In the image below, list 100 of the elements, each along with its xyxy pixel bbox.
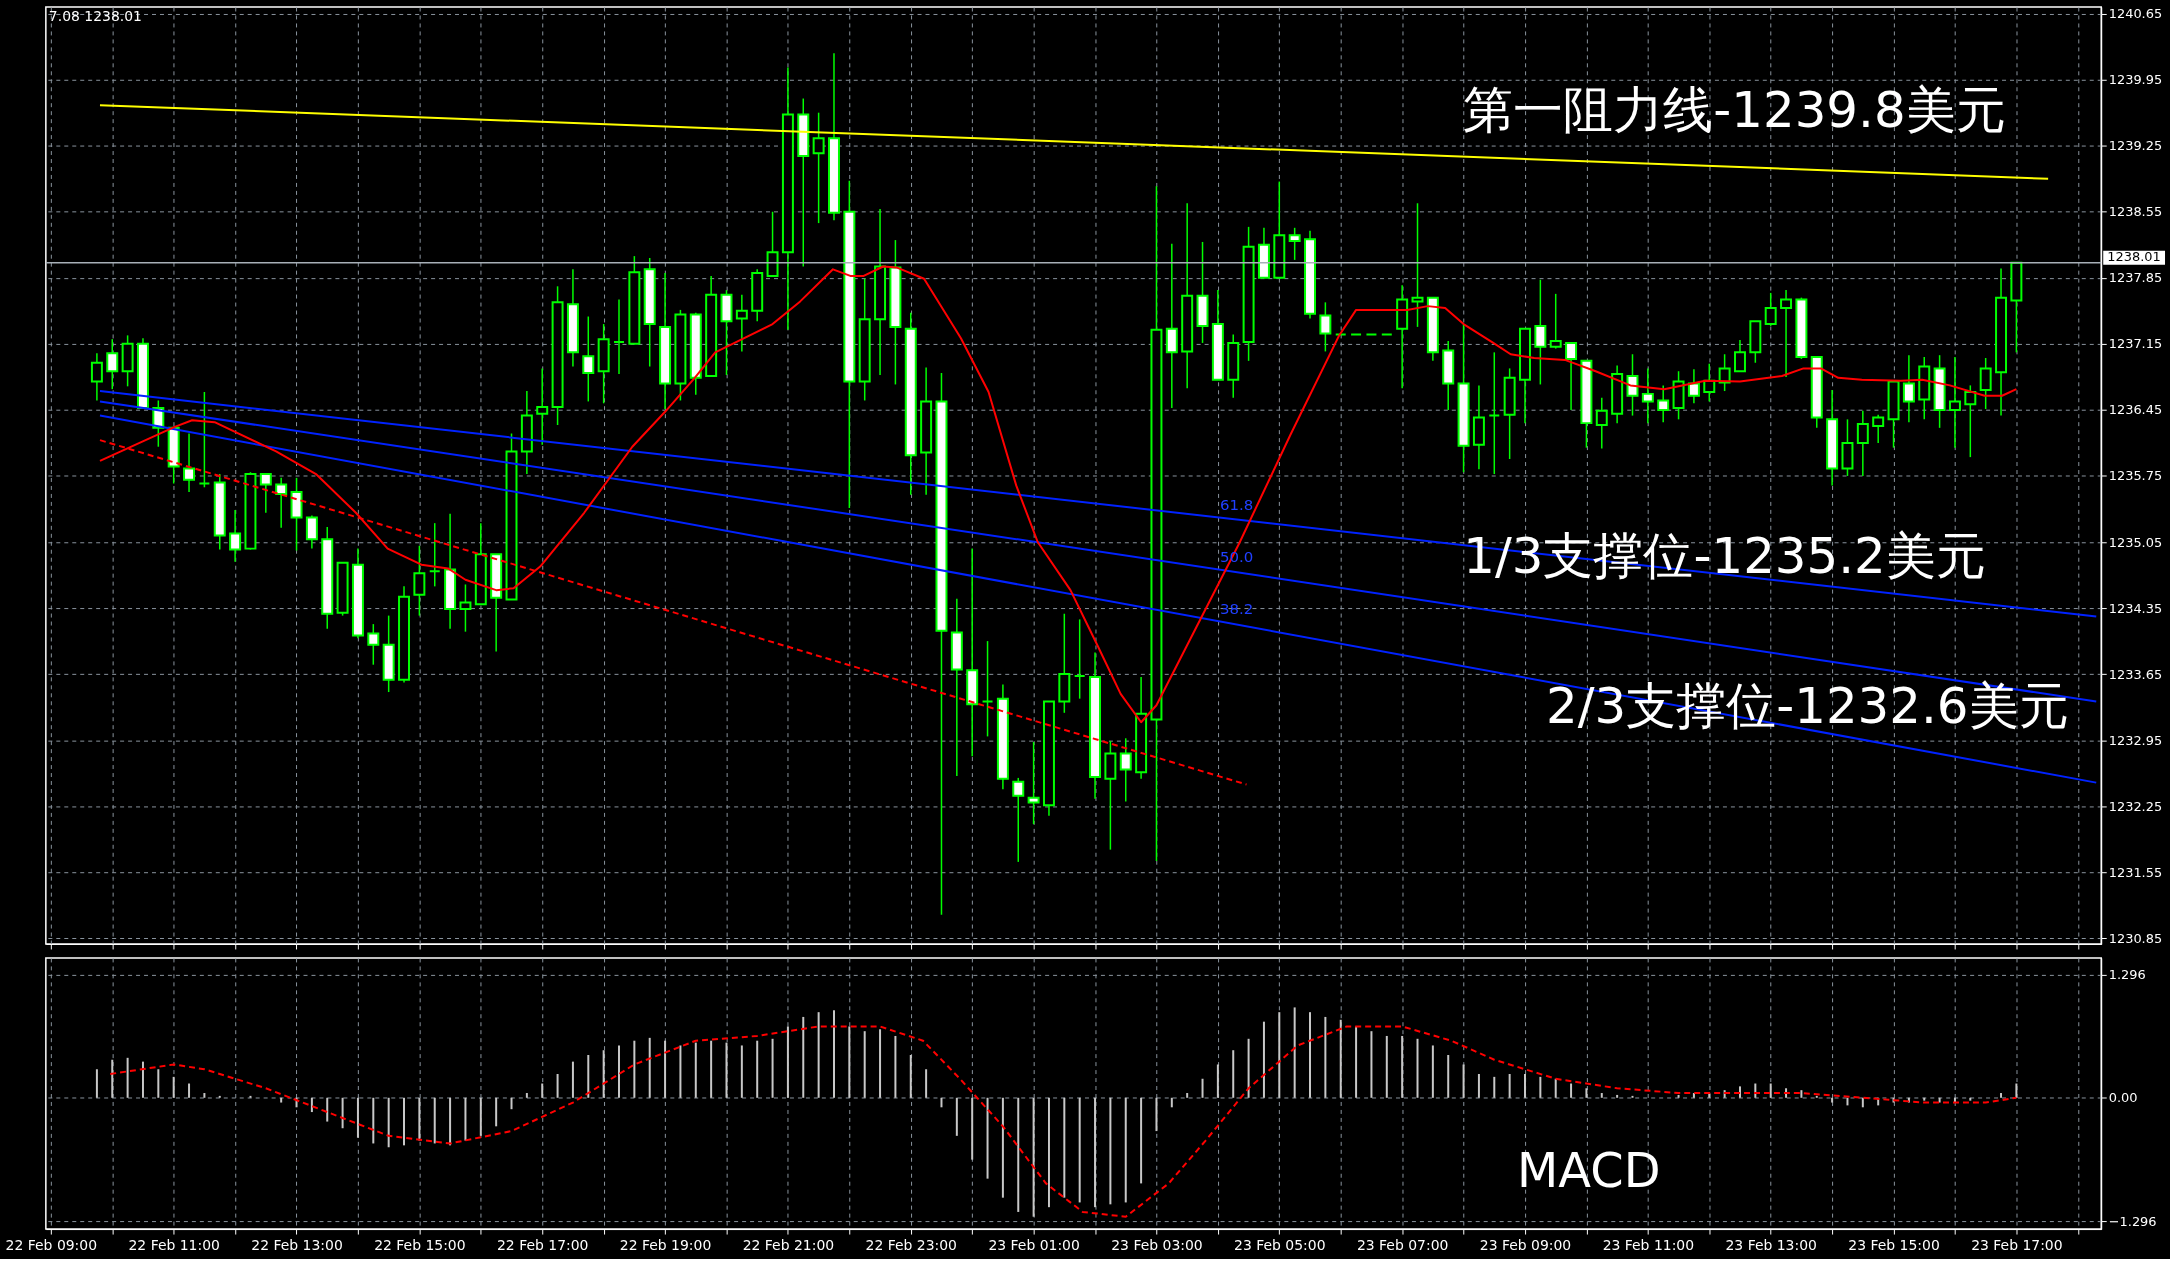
bar xyxy=(664,1040,667,1098)
candlestick xyxy=(1734,339,1746,373)
bar xyxy=(1032,1097,1035,1217)
bar xyxy=(2000,1093,2003,1098)
candlestick xyxy=(1534,278,1547,386)
bar xyxy=(111,1059,114,1098)
bar xyxy=(1416,1038,1419,1098)
bar xyxy=(587,1054,590,1098)
annotation: 第一阻力线-1239.8美元 xyxy=(1463,80,2006,139)
y-tick-label: 1240.65 xyxy=(2108,6,2163,22)
y-tick-label: 1233.65 xyxy=(2108,666,2163,682)
y-tick-label: −1.296 xyxy=(2108,1213,2157,1229)
bar xyxy=(449,1097,452,1146)
candlestick xyxy=(1948,356,1961,449)
candlestick xyxy=(536,367,549,446)
candlestick xyxy=(1119,737,1132,803)
candlestick xyxy=(1979,357,1992,410)
candlestick xyxy=(1902,354,1915,423)
candlestick xyxy=(229,509,242,563)
annotation: MACD xyxy=(1517,1143,1661,1199)
bar xyxy=(1447,1054,1450,1098)
candlestick xyxy=(1319,301,1332,353)
x-tick-label: 23 Feb 15:00 xyxy=(1848,1236,1940,1253)
candlestick xyxy=(1718,353,1731,392)
x-tick-label: 22 Feb 15:00 xyxy=(374,1236,466,1253)
candlestick xyxy=(1687,368,1700,405)
bar xyxy=(1600,1093,1603,1098)
y-tick-label: 1238.55 xyxy=(2108,204,2163,220)
candlestick xyxy=(413,545,426,617)
bar xyxy=(848,1026,851,1098)
x-tick-label: 23 Feb 13:00 xyxy=(1725,1236,1817,1253)
y-tick-label: 1234.35 xyxy=(2108,600,2163,616)
x-tick-label: 22 Feb 09:00 xyxy=(5,1236,98,1253)
x-tick-label: 22 Feb 17:00 xyxy=(497,1236,589,1253)
bar xyxy=(1262,1021,1265,1098)
bar xyxy=(403,1097,406,1146)
candlestick xyxy=(1012,777,1025,863)
bar xyxy=(556,1074,559,1098)
candlestick xyxy=(1488,351,1501,475)
candlestick xyxy=(1764,292,1777,327)
annotation: 61.8 xyxy=(1220,496,1254,515)
bar xyxy=(1339,1019,1342,1098)
candlestick xyxy=(582,315,595,403)
y-tick-label: 1236.45 xyxy=(2108,402,2163,418)
x-tick-label: 23 Feb 07:00 xyxy=(1356,1236,1449,1253)
x-tick-label: 22 Feb 21:00 xyxy=(742,1236,835,1253)
candlestick xyxy=(183,432,196,493)
bar xyxy=(326,1097,329,1122)
bar xyxy=(1155,1097,1158,1132)
candlestick xyxy=(1073,618,1086,700)
candlestick xyxy=(305,514,318,550)
candlestick xyxy=(1595,396,1608,450)
candlestick xyxy=(1641,367,1654,424)
candlestick xyxy=(766,211,779,277)
bar xyxy=(188,1083,191,1098)
bar xyxy=(1554,1078,1557,1098)
bar xyxy=(372,1097,375,1144)
candlestick xyxy=(1027,741,1040,825)
ref-line-label: 1238.01 xyxy=(2107,248,2161,264)
candlestick xyxy=(1288,227,1301,261)
bar xyxy=(925,1069,928,1098)
candlestick xyxy=(275,477,288,529)
x-tick-label: 23 Feb 03:00 xyxy=(1111,1236,1203,1253)
bar xyxy=(1969,1097,1972,1101)
y-tick-label: 0.00 xyxy=(2108,1090,2138,1106)
x-tick-label: 22 Feb 23:00 xyxy=(865,1236,957,1253)
candlestick xyxy=(1565,341,1578,411)
annotation: 38.2 xyxy=(1220,600,1254,619)
y-tick-label: 1235.05 xyxy=(2108,534,2163,550)
y-tick-label: 1235.75 xyxy=(2108,468,2163,484)
candlestick xyxy=(1872,413,1885,444)
y-tick-label: 1.296 xyxy=(2108,966,2146,982)
x-tick-label: 22 Feb 13:00 xyxy=(251,1236,343,1253)
bar xyxy=(710,1040,713,1098)
x-tick-label: 23 Feb 01:00 xyxy=(988,1236,1080,1253)
candlestick xyxy=(981,640,994,738)
candlestick xyxy=(1657,384,1670,423)
candlestick xyxy=(459,583,472,633)
candlestick xyxy=(1964,384,1977,458)
annotation: 7.08 1238.01 xyxy=(48,7,142,24)
candlestick xyxy=(1549,293,1562,350)
candlestick xyxy=(90,352,103,402)
candlestick xyxy=(613,298,625,375)
candlestick xyxy=(106,338,119,390)
y-tick-label: 1237.85 xyxy=(2108,270,2163,286)
bar xyxy=(1677,1094,1680,1098)
bar xyxy=(1078,1097,1081,1203)
bar xyxy=(1186,1093,1189,1098)
y-tick-label: 1230.85 xyxy=(2108,930,2163,946)
y-tick-label: 1231.55 xyxy=(2108,864,2163,880)
bar xyxy=(141,1061,144,1098)
y-tick-label: 1232.95 xyxy=(2108,732,2163,748)
x-tick-label: 23 Feb 11:00 xyxy=(1602,1236,1695,1253)
bar xyxy=(1524,1074,1526,1098)
y-tick-label: 1237.15 xyxy=(2108,336,2163,352)
x-tick-label: 22 Feb 19:00 xyxy=(619,1236,712,1253)
x-tick-label: 23 Feb 17:00 xyxy=(1971,1236,2063,1253)
bar xyxy=(817,1012,820,1098)
bar xyxy=(1738,1086,1741,1098)
y-tick-label: 1239.25 xyxy=(2108,138,2163,154)
